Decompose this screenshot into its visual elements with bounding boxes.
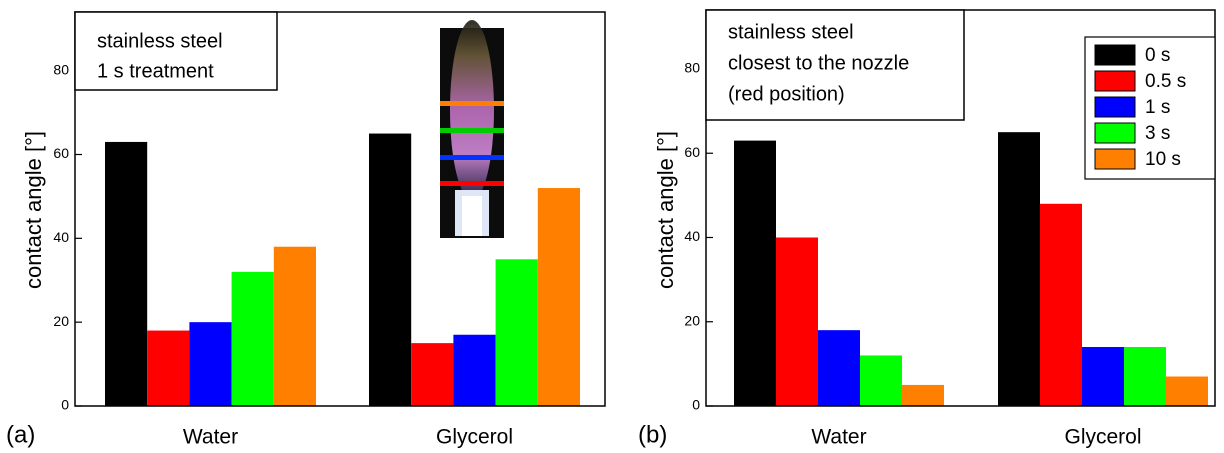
y-tick-label: 80: [53, 61, 69, 77]
bar: [453, 334, 496, 406]
legend-label: 1 s: [1145, 97, 1170, 118]
bar: [147, 330, 190, 406]
y-tick-label: 80: [684, 60, 700, 76]
annotation-box: [705, 9, 965, 121]
legend-label: 0 s: [1145, 45, 1170, 66]
y-tick-label: 20: [684, 312, 700, 328]
y-tick-label: 40: [684, 228, 700, 244]
bar: [1124, 347, 1166, 406]
panel-label: (b): [638, 421, 667, 448]
legend-swatch: [1094, 148, 1136, 170]
bar: [369, 133, 412, 406]
y-tick-label: 60: [684, 144, 700, 160]
legend-swatch: [1094, 122, 1136, 144]
annotation: closest to the nozzle: [728, 52, 909, 74]
bar: [1082, 347, 1124, 406]
bar: [1040, 203, 1082, 406]
panel-label: (a): [6, 421, 35, 448]
y-tick-label: 0: [692, 397, 700, 413]
y-axis-label: contact angle [°]: [21, 131, 46, 289]
y-tick-label: 40: [53, 229, 69, 245]
y-tick-label: 60: [53, 145, 69, 161]
annotation-box: [74, 11, 278, 91]
legend-label: 10 s: [1145, 149, 1181, 170]
x-tick-label: Water: [183, 426, 238, 449]
bar: [105, 141, 148, 407]
x-tick-label: Water: [811, 426, 866, 449]
bar: [818, 330, 860, 406]
x-tick-label: Glycerol: [436, 426, 513, 449]
y-axis-label: contact angle [°]: [653, 131, 678, 289]
bar: [537, 188, 580, 406]
legend-swatch: [1094, 70, 1136, 92]
legend-label: 0.5 s: [1145, 71, 1186, 92]
bar: [734, 140, 776, 406]
annotation: stainless steel: [728, 21, 854, 43]
bar: [411, 343, 454, 406]
legend-label: 3 s: [1145, 123, 1170, 144]
bar: [1166, 376, 1208, 406]
legend-swatch: [1094, 96, 1136, 118]
x-tick-label: Glycerol: [1064, 426, 1141, 449]
annotation: stainless steel: [97, 30, 223, 52]
bar: [860, 355, 902, 406]
bar: [231, 271, 274, 406]
annotation: (red position): [728, 83, 845, 105]
bar: [776, 237, 818, 406]
y-tick-label: 0: [61, 397, 69, 413]
legend-swatch: [1094, 44, 1136, 66]
inset-photo: [440, 20, 504, 238]
bar: [998, 132, 1040, 406]
bar: [495, 259, 538, 406]
annotation: 1 s treatment: [97, 60, 214, 82]
plot-frame: [74, 11, 606, 407]
bar: [273, 246, 316, 406]
bar: [902, 384, 944, 406]
y-tick-label: 20: [53, 313, 69, 329]
bar: [189, 322, 232, 406]
